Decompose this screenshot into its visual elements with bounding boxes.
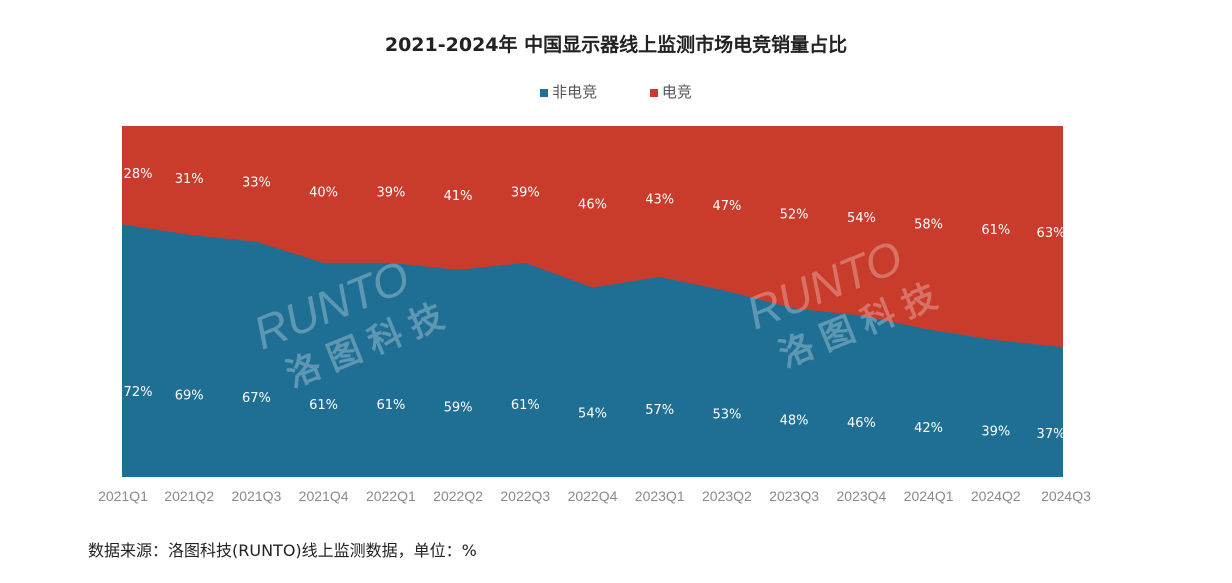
chart-title: 2021-2024年 中国显示器线上监测市场电竞销量占比 (384, 34, 848, 56)
x-tick-label: 2022Q3 (500, 488, 550, 504)
data-label-esports: 54% (847, 211, 876, 226)
x-tick-label: 2021Q3 (231, 488, 281, 504)
data-label-non-esports: 53% (712, 408, 741, 423)
data-label-esports: 40% (309, 186, 338, 201)
data-label-esports: 47% (712, 199, 741, 214)
data-label-non-esports: 57% (645, 403, 674, 418)
x-tick-label: 2024Q3 (1041, 488, 1091, 504)
x-tick-label: 2024Q2 (971, 488, 1021, 504)
data-label-non-esports: 61% (309, 398, 338, 413)
legend-label-non-esports: 非电竞 (552, 83, 598, 101)
x-tick-label: 2022Q4 (568, 488, 618, 504)
data-label-non-esports: 72% (124, 385, 153, 400)
source-note: 数据来源：洛图科技(RUNTO)线上监测数据，单位：% (88, 541, 477, 560)
data-label-esports: 46% (578, 198, 607, 213)
x-axis-ticks: 2021Q1 2021Q2 2021Q3 2021Q4 2022Q1 2022Q2 2022… (98, 488, 1091, 504)
x-tick-label: 2022Q1 (366, 488, 416, 504)
data-label-non-esports: 48% (780, 414, 809, 429)
data-label-esports: 39% (376, 186, 405, 201)
data-labels: 72% 69% 67% 61% 61% 59% 61% 54% 57% 53% 48% 46% 42% 3… (124, 167, 1066, 442)
data-label-esports: 63% (1037, 226, 1066, 241)
x-tick-label: 2023Q2 (702, 488, 752, 504)
data-label-esports: 33% (242, 176, 271, 191)
data-label-non-esports: 61% (511, 398, 540, 413)
legend-item-non-esports: 非电竞 (540, 81, 597, 102)
x-tick-label: 2021Q2 (164, 488, 214, 504)
legend: 非电竞 电竞 (0, 81, 1232, 102)
area-non-esports (122, 224, 1063, 477)
data-label-non-esports: 67% (242, 391, 271, 406)
x-tick-label: 2024Q1 (904, 488, 954, 504)
chart-areas (122, 126, 1063, 477)
data-label-esports: 31% (175, 172, 204, 187)
data-label-non-esports: 46% (847, 416, 876, 431)
legend-swatch-non-esports (540, 88, 549, 97)
data-label-non-esports: 39% (981, 425, 1010, 440)
data-label-esports: 41% (444, 189, 473, 204)
x-tick-label: 2023Q3 (769, 488, 819, 504)
data-label-esports: 58% (914, 218, 943, 233)
data-label-esports: 28% (124, 167, 153, 182)
data-label-non-esports: 42% (914, 421, 943, 436)
data-label-esports: 61% (981, 223, 1010, 238)
x-tick-label: 2021Q4 (299, 488, 349, 504)
data-label-non-esports: 69% (175, 389, 204, 404)
x-tick-label: 2023Q1 (635, 488, 685, 504)
data-label-esports: 43% (645, 192, 674, 207)
legend-swatch-esports (649, 88, 658, 97)
data-label-esports: 39% (511, 186, 540, 201)
data-label-non-esports: 54% (578, 407, 607, 422)
legend-label-esports: 电竞 (661, 83, 692, 101)
data-label-non-esports: 61% (376, 398, 405, 413)
x-tick-label: 2022Q2 (433, 488, 483, 504)
data-label-esports: 52% (780, 208, 809, 223)
x-tick-label: 2023Q4 (836, 488, 886, 504)
data-label-non-esports: 37% (1037, 427, 1066, 442)
data-label-non-esports: 59% (444, 401, 473, 416)
legend-item-esports: 电竞 (649, 81, 692, 102)
x-tick-label: 2021Q1 (98, 488, 148, 504)
